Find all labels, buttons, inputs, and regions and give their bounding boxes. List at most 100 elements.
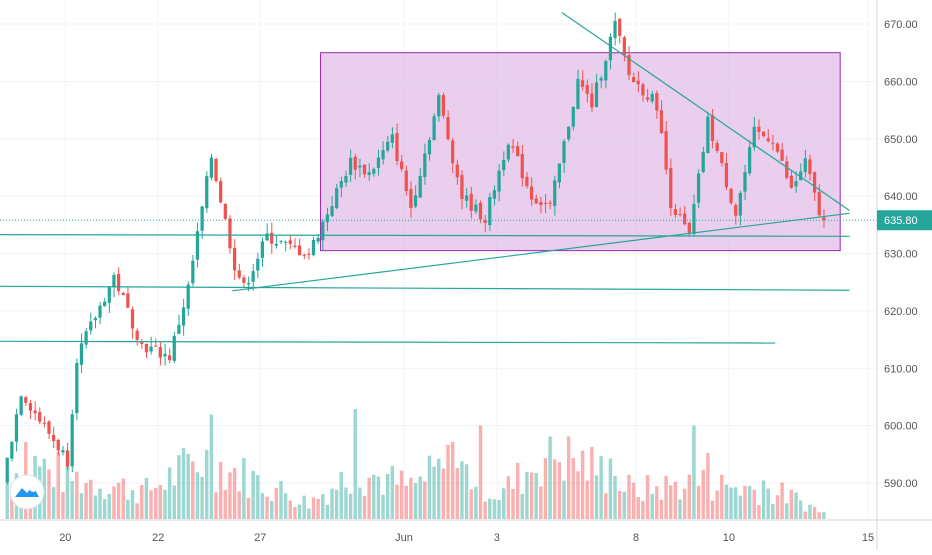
candle-body [622, 37, 626, 56]
volume-bar [766, 488, 770, 519]
volume-bar [260, 493, 265, 519]
candle-body [580, 80, 585, 87]
x-tick-label: Jun [395, 532, 413, 544]
volume-bar [590, 446, 594, 519]
candle-body [79, 343, 84, 365]
candle-body [219, 181, 223, 203]
volume-bar [464, 464, 469, 519]
trendline-ascending[interactable] [232, 212, 850, 292]
candle-body [209, 157, 213, 178]
volume-bar [478, 425, 483, 519]
volume-bar [655, 486, 659, 519]
candle-body [752, 126, 756, 148]
volume-bar [729, 487, 733, 519]
candle-body [794, 181, 798, 187]
trendline-horizontal-624[interactable] [0, 285, 850, 291]
volume-bar [191, 461, 195, 519]
candle-body [14, 414, 19, 442]
candle-body [632, 77, 636, 83]
volume-bar [209, 414, 214, 519]
volume-bar [446, 444, 450, 519]
volume-bar [186, 453, 190, 519]
volume-bar [771, 503, 775, 519]
volume-bar [98, 488, 102, 519]
candle-body [423, 153, 427, 177]
candle-body [274, 243, 278, 246]
candle-body [511, 146, 515, 148]
volume-bar [460, 461, 464, 519]
trendline-horizontal-614[interactable] [0, 340, 776, 344]
candle-body [696, 173, 701, 203]
candle-body [47, 421, 51, 434]
candle-body [604, 61, 608, 81]
candle-body [28, 403, 33, 411]
last-price-tag [877, 210, 932, 231]
volume-bar [710, 500, 715, 519]
volume-bar [529, 472, 534, 519]
volume-bar [195, 472, 200, 519]
candle-body [112, 274, 116, 288]
volume-bar [585, 480, 589, 519]
volume-bar [803, 511, 808, 519]
candle-body [743, 172, 747, 192]
volume-bar [61, 491, 65, 519]
volume-bar [664, 475, 668, 519]
y-tick-label: 600.00 [884, 421, 918, 433]
candle-body [812, 172, 817, 193]
volume-bar [395, 484, 399, 519]
y-tick-label: 640.00 [884, 191, 918, 203]
volume-bar [302, 495, 306, 519]
volume-bar [571, 458, 576, 519]
candle-body [418, 176, 422, 198]
candle-body [729, 188, 733, 203]
candle-body [669, 167, 673, 208]
candle-body [330, 206, 334, 217]
candle-body [706, 116, 710, 154]
candle-body [599, 78, 603, 81]
volume-bar [344, 487, 348, 519]
trendline-descending[interactable] [561, 12, 850, 211]
volume-bar [367, 477, 371, 519]
candle-body [659, 110, 664, 133]
candle-body [168, 355, 172, 361]
range-box[interactable] [320, 52, 841, 252]
volume-bar [636, 497, 640, 519]
volume-bar [163, 489, 167, 519]
trendlines-layer[interactable] [0, 12, 877, 344]
candle-body [594, 82, 599, 108]
volume-bar [112, 486, 116, 519]
volume-bar [232, 467, 237, 519]
y-tick-label: 660.00 [884, 76, 918, 88]
x-tick-label: 20 [59, 532, 71, 544]
candle-body [664, 131, 668, 170]
candle-body [553, 180, 557, 206]
candle-body [720, 152, 724, 164]
candle-body [710, 115, 715, 142]
volume-bar [321, 494, 325, 519]
candle-body [608, 36, 613, 61]
volume-bar [167, 467, 172, 519]
candle-body [103, 301, 107, 306]
volume-bar [437, 458, 441, 519]
volume-bar [144, 477, 149, 519]
volume-bar [715, 490, 719, 519]
volume-bar [372, 474, 376, 519]
candle-body [200, 206, 204, 231]
candle-body [19, 396, 23, 415]
trendline-horizontal-633[interactable] [0, 234, 850, 237]
logo[interactable] [9, 474, 45, 510]
volume-bar [808, 504, 812, 519]
candle-body [344, 176, 348, 183]
volume-bar [140, 484, 144, 519]
volume-bar [627, 474, 631, 519]
range-box-layer [320, 52, 841, 252]
candle-body [251, 271, 255, 282]
candle-body [297, 245, 302, 256]
volume-bar [307, 508, 311, 519]
volume-bar [84, 482, 88, 519]
candle-body [140, 341, 144, 344]
candle-body [478, 202, 483, 220]
